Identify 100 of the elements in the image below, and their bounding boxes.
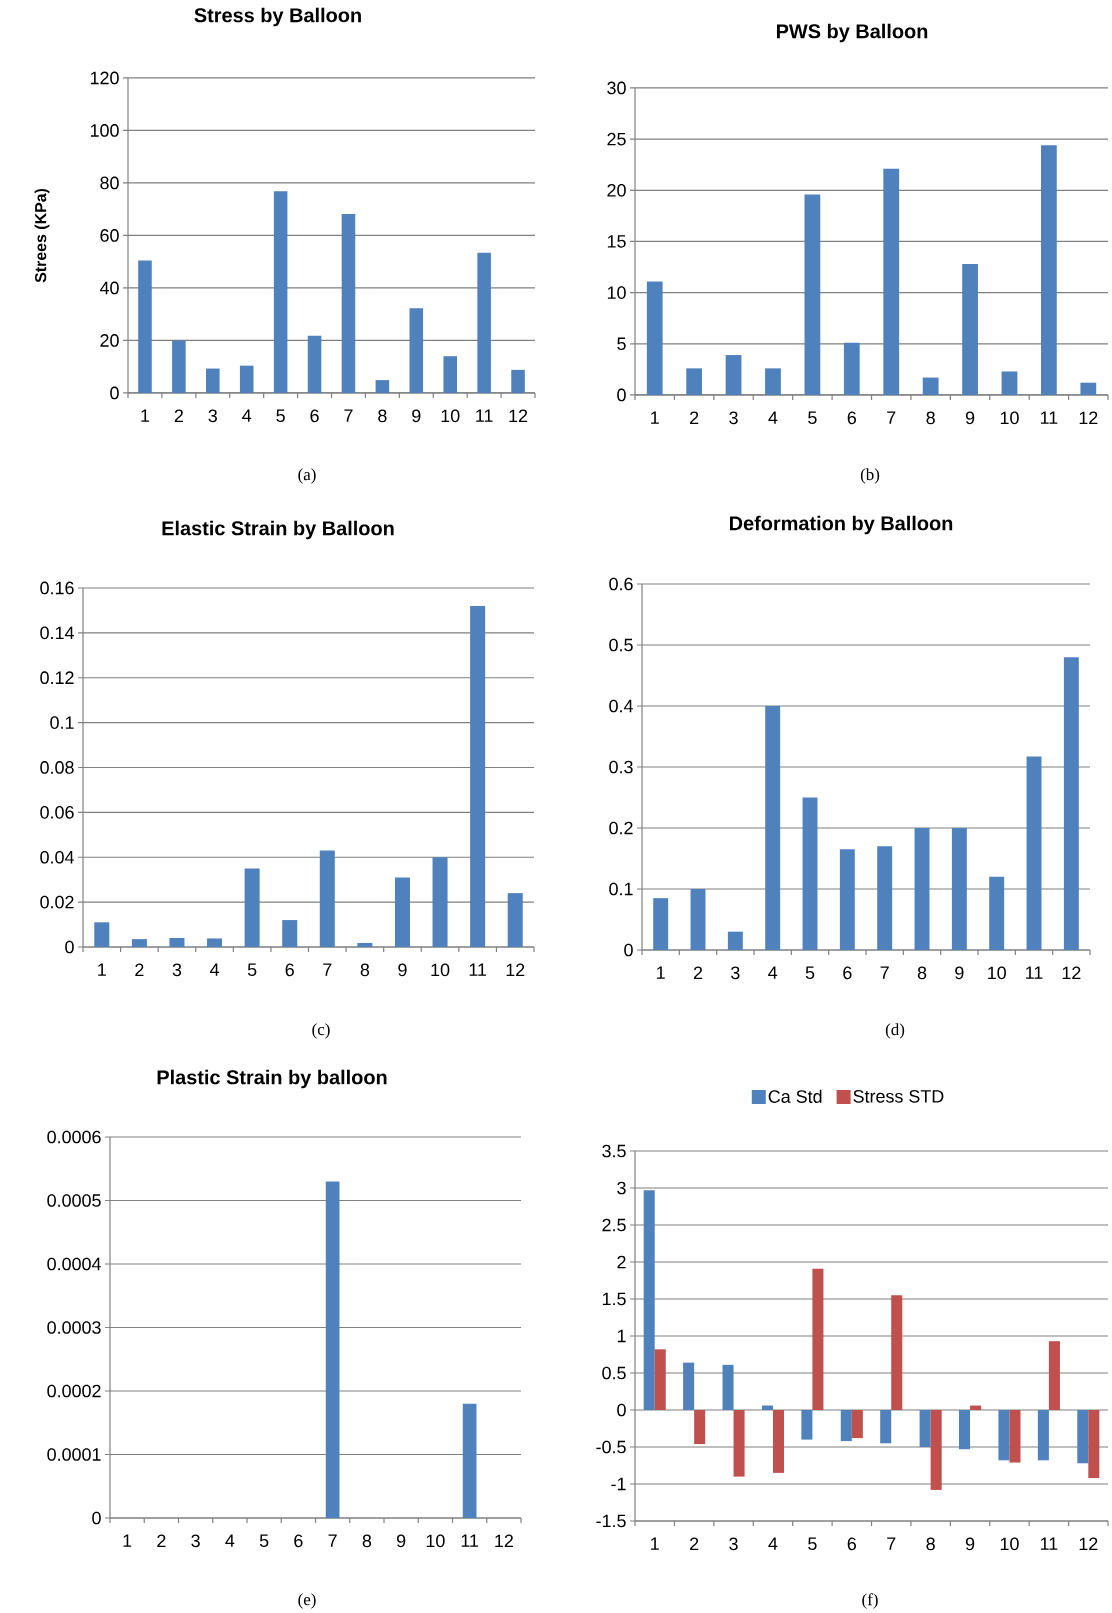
chart-title: Deformation by Balloon: [729, 515, 953, 535]
y-tick-label: 15: [607, 235, 626, 248]
y-tick-label: 0.14: [40, 626, 74, 640]
text: (b): [860, 468, 880, 484]
x-tick-label: 3: [731, 966, 740, 980]
bar: [432, 857, 448, 947]
x-tick-label: 7: [887, 411, 896, 424]
chart-title: Plastic Strain by balloon: [157, 1069, 387, 1089]
bar: [843, 342, 860, 395]
x-tick-label: 9: [955, 966, 964, 980]
x-tick-label: 9: [965, 1537, 975, 1551]
legend-label: Stress STD: [853, 1089, 944, 1103]
x-tick-label: 3: [172, 963, 182, 977]
y-tick-label: 0.2: [609, 821, 633, 835]
x-tick-label: 2: [690, 411, 699, 425]
bar: [802, 797, 818, 950]
y-tick-label: 0.06: [40, 806, 74, 819]
bar: [1063, 657, 1079, 950]
x-tick-label: 10: [441, 409, 460, 423]
x-tick-label: 2: [693, 966, 703, 980]
bar: [207, 938, 223, 947]
bar: [507, 893, 523, 947]
y-tick-label: 0.6: [609, 577, 633, 591]
y-tick-label: 0.0003: [47, 1321, 101, 1334]
y-axis-title: Strees (KPa): [34, 188, 50, 283]
x-tick-label: 6: [294, 1534, 303, 1548]
bar: [772, 1410, 785, 1473]
x-tick-label: 7: [328, 1534, 337, 1547]
bar: [686, 368, 703, 395]
y-tick-label: 0.1: [50, 716, 74, 729]
bar: [962, 263, 978, 395]
y-tick-label: -1: [611, 1477, 626, 1491]
y-tick-label: 0.5: [602, 1366, 626, 1380]
y-tick-label: 0.12: [40, 671, 74, 685]
x-tick-label: 6: [843, 966, 852, 980]
y-tick-label: 10: [607, 286, 626, 299]
x-tick-label: 4: [768, 411, 778, 424]
bar: [998, 1410, 1010, 1461]
y-tick-label: 0: [624, 943, 633, 957]
x-tick-label: 7: [880, 966, 889, 979]
x-tick-label: 10: [1000, 1537, 1019, 1551]
y-tick-label: 0.04: [40, 850, 74, 864]
x-tick-label: 11: [1040, 411, 1058, 424]
x-tick-label: 11: [469, 963, 487, 976]
x-tick-label: 5: [276, 409, 285, 422]
x-tick-label: 5: [808, 411, 817, 424]
y-tick-label: 20: [100, 334, 119, 347]
y-tick-label: 3: [617, 1181, 626, 1195]
bar: [989, 876, 1005, 950]
bar: [1088, 1410, 1100, 1479]
y-tick-label: 40: [99, 281, 119, 295]
x-tick-label: 3: [191, 1534, 200, 1548]
y-tick-label: 1: [617, 1329, 626, 1343]
x-tick-label: 10: [988, 966, 1006, 980]
y-tick-label: 30: [607, 81, 626, 95]
x-tick-label: 6: [847, 1537, 857, 1551]
bar: [409, 308, 424, 393]
x-tick-label: 3: [208, 409, 217, 423]
bar: [804, 194, 821, 395]
x-tick-label: 1: [657, 966, 665, 979]
bar: [477, 252, 491, 393]
bar: [357, 942, 373, 947]
y-tick-label: 2.5: [602, 1218, 626, 1232]
x-tick-label: 3: [729, 411, 738, 425]
x-tick-label: 4: [768, 1537, 778, 1550]
y-tick-label: 100: [90, 124, 119, 137]
y-tick-label: 0.5: [609, 638, 633, 652]
bar: [169, 938, 185, 947]
bar: [840, 1410, 852, 1442]
bar: [172, 340, 186, 393]
bar: [839, 849, 855, 950]
y-tick-label: 120: [90, 71, 119, 85]
y-tick-label: 0: [110, 386, 119, 400]
bar: [761, 1405, 773, 1410]
x-tick-label: 2: [135, 963, 144, 977]
x-tick-label: 5: [805, 966, 815, 980]
bar: [765, 705, 781, 950]
bar: [131, 939, 147, 947]
x-tick-label: 8: [926, 411, 935, 425]
bar: [341, 213, 356, 393]
x-tick-label: 10: [426, 1534, 445, 1548]
x-tick-label: 9: [412, 409, 421, 423]
bar: [1080, 382, 1097, 395]
x-tick-label: 5: [259, 1534, 269, 1548]
bar: [765, 368, 781, 395]
bar: [891, 1295, 903, 1410]
bar: [394, 877, 410, 947]
y-tick-label: 0.02: [40, 895, 74, 909]
bar: [646, 281, 663, 395]
bar: [511, 369, 525, 393]
x-tick-label: 7: [887, 1537, 896, 1550]
y-tick-label: 0.0005: [47, 1194, 101, 1207]
bar: [1001, 371, 1018, 395]
y-tick-label: 25: [607, 132, 626, 146]
y-tick-label: 0: [617, 388, 626, 402]
bar: [683, 1362, 695, 1410]
y-tick-label: 80: [100, 176, 119, 190]
bar: [851, 1410, 863, 1439]
y-tick-label: 0: [92, 1511, 101, 1525]
y-tick-label: 0.08: [40, 761, 74, 774]
